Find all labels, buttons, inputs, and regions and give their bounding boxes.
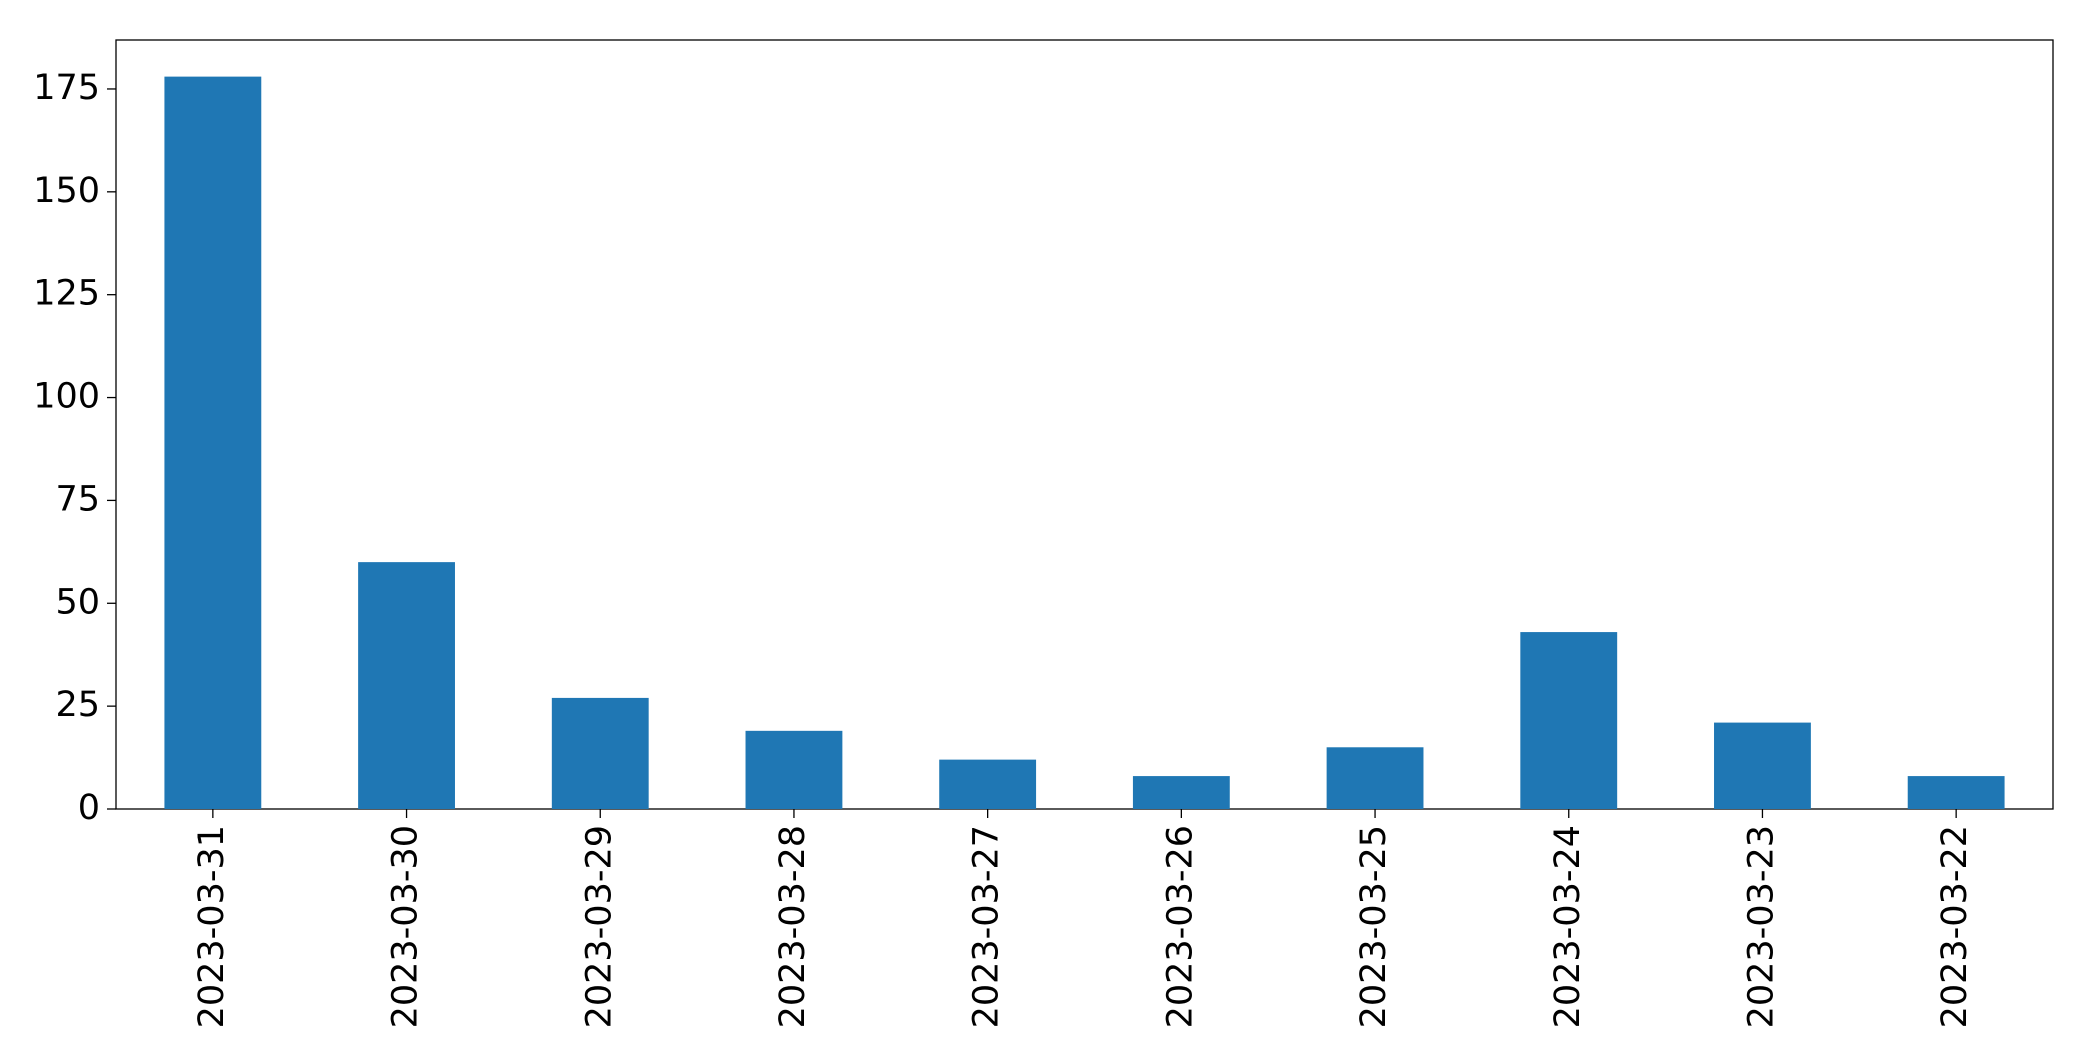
y-tick-label: 0 xyxy=(78,788,100,828)
x-tick-label: 2023-03-29 xyxy=(579,825,619,1028)
y-tick-label: 125 xyxy=(33,274,100,314)
y-tick-label: 75 xyxy=(55,479,100,519)
x-tick-label: 2023-03-23 xyxy=(1741,825,1781,1028)
x-tick-label: 2023-03-30 xyxy=(386,825,426,1028)
x-tick-label: 2023-03-28 xyxy=(773,825,813,1028)
bar xyxy=(1907,776,2005,809)
bar xyxy=(1326,747,1424,809)
bar xyxy=(164,76,262,810)
y-tick-label: 100 xyxy=(33,377,100,417)
x-tick-label: 2023-03-31 xyxy=(192,825,232,1028)
bar xyxy=(745,730,843,809)
plot-frame xyxy=(115,39,2054,810)
bar xyxy=(551,697,649,809)
x-tick-label: 2023-03-26 xyxy=(1160,825,1200,1028)
x-tick-label: 2023-03-24 xyxy=(1548,825,1588,1028)
y-tick-label: 175 xyxy=(33,68,100,108)
y-tick-label: 150 xyxy=(33,171,100,211)
x-tick-label: 2023-03-25 xyxy=(1354,825,1394,1028)
x-tick-label: 2023-03-27 xyxy=(967,825,1007,1028)
x-tick-label: 2023-03-22 xyxy=(1935,825,1975,1028)
bar xyxy=(358,562,455,809)
bar xyxy=(939,759,1037,809)
bar xyxy=(1520,632,1618,809)
bar xyxy=(1714,722,1811,809)
y-tick-label: 50 xyxy=(55,582,100,622)
y-tick-label: 25 xyxy=(55,685,100,725)
bar xyxy=(1132,776,1230,809)
